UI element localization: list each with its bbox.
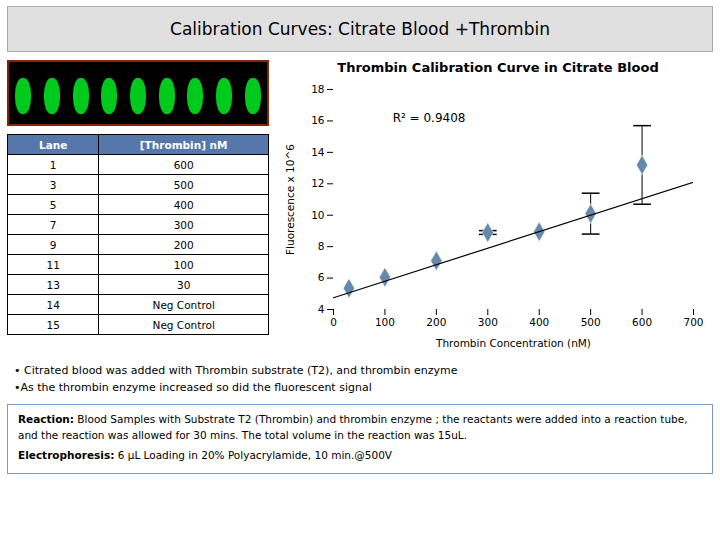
svg-text:8: 8 (318, 240, 325, 252)
html-text:Lane: Lane (39, 138, 68, 151)
html-text:11: 11 (46, 258, 60, 271)
html-text:600: 600 (173, 158, 194, 171)
html-text:• Citrated blood was added wit: • Citrated blood was added with Thrombin… (14, 364, 458, 377)
html-text:Neg Control: Neg Control (152, 318, 215, 331)
svg-text:4: 4 (318, 303, 325, 315)
svg-text:16: 16 (311, 114, 325, 126)
html-text:3: 3 (49, 178, 57, 191)
svg-text:R² = 0.9408: R² = 0.9408 (393, 111, 466, 125)
html-text:Calibration Curves: Citrate Bl: Calibration Curves: Citrate Blood +Throm… (170, 19, 550, 39)
svg-text:Fluorescence x 10^6: Fluorescence x 10^6 (284, 144, 296, 255)
html-text:13: 13 (46, 278, 60, 291)
html-text:Thrombin Calibration Curve in: Thrombin Calibration Curve in Citrate Bl… (337, 60, 659, 75)
svg-text:18: 18 (311, 83, 324, 95)
html-text:200: 200 (173, 238, 194, 251)
html-text:Electrophoresis: 6 μL Loading: Electrophoresis: 6 μL Loading in 20% Pol… (18, 449, 392, 461)
html-text:Reaction: Blood Samples with S: Reaction: Blood Samples with Substrate T… (18, 413, 688, 441)
html-text:•As the thrombin enzyme increa: •As the thrombin enzyme increased so did… (14, 381, 372, 394)
svg-text:10: 10 (311, 209, 324, 221)
svg-text:0: 0 (330, 316, 337, 328)
svg-text:6: 6 (318, 271, 325, 283)
svg-text:400: 400 (529, 316, 549, 328)
html-text:300: 300 (173, 218, 194, 231)
svg-text:Thrombin Concentration (nM): Thrombin Concentration (nM) (435, 337, 591, 349)
svg-text:100: 100 (375, 316, 395, 328)
html-text:14: 14 (46, 298, 60, 311)
html-text:7: 7 (49, 218, 57, 231)
html-text:Neg Control: Neg Control (152, 298, 215, 311)
svg-text:500: 500 (581, 316, 601, 328)
svg-text:700: 700 (683, 316, 703, 328)
html-text:400: 400 (173, 198, 194, 211)
svg-text:300: 300 (478, 316, 498, 328)
html-text:1: 1 (49, 158, 57, 171)
svg-text:200: 200 (426, 316, 446, 328)
svg-text:600: 600 (632, 316, 652, 328)
html-text:30: 30 (177, 278, 191, 291)
html-text:9: 9 (49, 238, 57, 251)
html-text:15: 15 (46, 318, 60, 331)
html-text:500: 500 (173, 178, 194, 191)
html-text:[Thrombin] nM: [Thrombin] nM (139, 138, 228, 151)
svg-text:14: 14 (311, 146, 325, 158)
html-text:100: 100 (173, 258, 194, 271)
html-text:5: 5 (49, 198, 57, 211)
svg-text:12: 12 (311, 177, 324, 189)
